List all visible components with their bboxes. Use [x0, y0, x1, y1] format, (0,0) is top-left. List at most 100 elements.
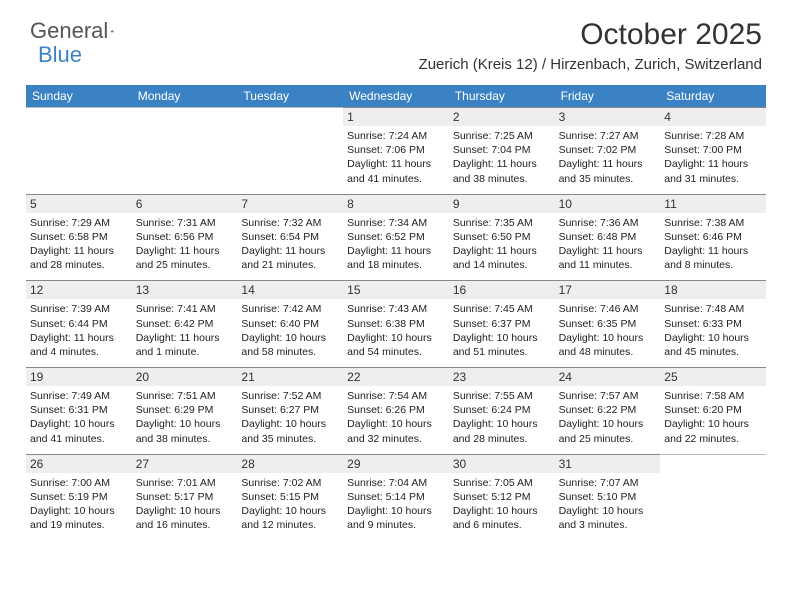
sunset-text: Sunset: 6:20 PM	[664, 403, 762, 417]
day-info: Sunrise: 7:35 AMSunset: 6:50 PMDaylight:…	[453, 216, 551, 273]
day-info: Sunrise: 7:02 AMSunset: 5:15 PMDaylight:…	[241, 476, 339, 533]
sunrise-text: Sunrise: 7:27 AM	[559, 129, 657, 143]
day-number: 26	[26, 454, 132, 473]
daylight-text: Daylight: 10 hours and 28 minutes.	[453, 417, 551, 445]
day-number	[132, 107, 238, 126]
logo-text-general: General	[30, 18, 108, 44]
sunrise-text: Sunrise: 7:57 AM	[559, 389, 657, 403]
day-info: Sunrise: 7:34 AMSunset: 6:52 PMDaylight:…	[347, 216, 445, 273]
day-info: Sunrise: 7:52 AMSunset: 6:27 PMDaylight:…	[241, 389, 339, 446]
week-row: 5Sunrise: 7:29 AMSunset: 6:58 PMDaylight…	[26, 194, 766, 281]
daylight-text: Daylight: 11 hours and 1 minute.	[136, 331, 234, 359]
sunset-text: Sunset: 7:04 PM	[453, 143, 551, 157]
day-cell: 14Sunrise: 7:42 AMSunset: 6:40 PMDayligh…	[237, 280, 343, 367]
day-cell: 19Sunrise: 7:49 AMSunset: 6:31 PMDayligh…	[26, 367, 132, 454]
week-row: 1 Sunrise: 7:24 AMSunset: 7:06 PMDaylight…	[26, 107, 766, 194]
sunrise-text: Sunrise: 7:05 AM	[453, 476, 551, 490]
week-row: 19Sunrise: 7:49 AMSunset: 6:31 PMDayligh…	[26, 367, 766, 454]
day-info: Sunrise: 7:24 AMSunset: 7:06 PMDaylight:…	[347, 129, 445, 186]
sunrise-text: Sunrise: 7:32 AM	[241, 216, 339, 230]
day-cell: 2Sunrise: 7:25 AMSunset: 7:04 PMDaylight…	[449, 107, 555, 194]
day-cell: 29Sunrise: 7:04 AMSunset: 5:14 PMDayligh…	[343, 454, 449, 541]
sunset-text: Sunset: 6:40 PM	[241, 317, 339, 331]
sunrise-text: Sunrise: 7:48 AM	[664, 302, 762, 316]
sunset-text: Sunset: 6:54 PM	[241, 230, 339, 244]
header: General Blue October 2025 Zuerich (Kreis…	[0, 0, 792, 77]
daylight-text: Daylight: 10 hours and 12 minutes.	[241, 504, 339, 532]
sunset-text: Sunset: 6:24 PM	[453, 403, 551, 417]
day-cell: 9Sunrise: 7:35 AMSunset: 6:50 PMDaylight…	[449, 194, 555, 281]
day-number: 15	[343, 280, 449, 299]
day-info: Sunrise: 7:31 AMSunset: 6:56 PMDaylight:…	[136, 216, 234, 273]
day-number: 29	[343, 454, 449, 473]
day-cell: 10Sunrise: 7:36 AMSunset: 6:48 PMDayligh…	[555, 194, 661, 281]
weeks-container: 1 Sunrise: 7:24 AMSunset: 7:06 PMDaylight…	[26, 107, 766, 540]
day-info: Sunrise: 7:38 AMSunset: 6:46 PMDaylight:…	[664, 216, 762, 273]
daylight-text: Daylight: 10 hours and 48 minutes.	[559, 331, 657, 359]
sunrise-text: Sunrise: 7:54 AM	[347, 389, 445, 403]
sunrise-text: Sunrise: 7:25 AM	[453, 129, 551, 143]
day-cell: 18Sunrise: 7:48 AMSunset: 6:33 PMDayligh…	[660, 280, 766, 367]
day-cell: 25Sunrise: 7:58 AMSunset: 6:20 PMDayligh…	[660, 367, 766, 454]
day-cell: 15 Sunrise: 7:43 AMSunset: 6:38 PMDayligh…	[343, 280, 449, 367]
day-cell	[132, 107, 238, 194]
dow-tuesday: Tuesday	[237, 85, 343, 107]
sunrise-text: Sunrise: 7:41 AM	[136, 302, 234, 316]
sunset-text: Sunset: 6:26 PM	[347, 403, 445, 417]
day-number: 13	[132, 280, 238, 299]
daylight-text: Daylight: 11 hours and 28 minutes.	[30, 244, 128, 272]
sunrise-text: Sunrise: 7:28 AM	[664, 129, 762, 143]
sunset-text: Sunset: 6:50 PM	[453, 230, 551, 244]
daylight-text: Daylight: 11 hours and 25 minutes.	[136, 244, 234, 272]
day-info: Sunrise: 7:48 AMSunset: 6:33 PMDaylight:…	[664, 302, 762, 359]
sunrise-text: Sunrise: 7:46 AM	[559, 302, 657, 316]
daylight-text: Daylight: 10 hours and 58 minutes.	[241, 331, 339, 359]
sunrise-text: Sunrise: 7:36 AM	[559, 216, 657, 230]
sunrise-text: Sunrise: 7:43 AM	[347, 302, 445, 316]
day-info: Sunrise: 7:00 AMSunset: 5:19 PMDaylight:…	[30, 476, 128, 533]
day-cell: 21 Sunrise: 7:52 AMSunset: 6:27 PMDayligh…	[237, 367, 343, 454]
day-info: Sunrise: 7:29 AMSunset: 6:58 PMDaylight:…	[30, 216, 128, 273]
day-number	[26, 107, 132, 126]
day-number: 21	[237, 367, 343, 386]
day-number: 14	[237, 280, 343, 299]
day-info: Sunrise: 7:57 AMSunset: 6:22 PMDaylight:…	[559, 389, 657, 446]
dow-saturday: Saturday	[660, 85, 766, 107]
day-cell: 17 Sunrise: 7:46 AMSunset: 6:35 PMDayligh…	[555, 280, 661, 367]
sunset-text: Sunset: 6:42 PM	[136, 317, 234, 331]
sunrise-text: Sunrise: 7:04 AM	[347, 476, 445, 490]
day-cell: 12Sunrise: 7:39 AMSunset: 6:44 PMDayligh…	[26, 280, 132, 367]
day-number: 11	[660, 194, 766, 213]
logo-text-blue: Blue	[38, 42, 82, 68]
day-cell: 26 Sunrise: 7:00 AMSunset: 5:19 PMDayligh…	[26, 454, 132, 541]
sunset-text: Sunset: 7:02 PM	[559, 143, 657, 157]
sunset-text: Sunset: 6:35 PM	[559, 317, 657, 331]
sunrise-text: Sunrise: 7:45 AM	[453, 302, 551, 316]
sunrise-text: Sunrise: 7:58 AM	[664, 389, 762, 403]
week-row: 26 Sunrise: 7:00 AMSunset: 5:19 PMDayligh…	[26, 454, 766, 541]
day-info: Sunrise: 7:39 AMSunset: 6:44 PMDaylight:…	[30, 302, 128, 359]
day-cell: 11 Sunrise: 7:38 AMSunset: 6:46 PMDayligh…	[660, 194, 766, 281]
day-number: 17	[555, 280, 661, 299]
daylight-text: Daylight: 10 hours and 25 minutes.	[559, 417, 657, 445]
week-row: 12Sunrise: 7:39 AMSunset: 6:44 PMDayligh…	[26, 280, 766, 367]
day-cell: 20Sunrise: 7:51 AMSunset: 6:29 PMDayligh…	[132, 367, 238, 454]
day-cell	[660, 454, 766, 541]
day-info: Sunrise: 7:01 AMSunset: 5:17 PMDaylight:…	[136, 476, 234, 533]
day-info: Sunrise: 7:46 AMSunset: 6:35 PMDaylight:…	[559, 302, 657, 359]
sunset-text: Sunset: 7:00 PM	[664, 143, 762, 157]
day-info: Sunrise: 7:43 AMSunset: 6:38 PMDaylight:…	[347, 302, 445, 359]
daylight-text: Daylight: 11 hours and 4 minutes.	[30, 331, 128, 359]
day-number	[237, 107, 343, 126]
day-number: 19	[26, 367, 132, 386]
dow-sunday: Sunday	[26, 85, 132, 107]
day-number: 28	[237, 454, 343, 473]
sunrise-text: Sunrise: 7:51 AM	[136, 389, 234, 403]
sunrise-text: Sunrise: 7:02 AM	[241, 476, 339, 490]
sunset-text: Sunset: 6:22 PM	[559, 403, 657, 417]
dow-thursday: Thursday	[449, 85, 555, 107]
day-number: 25	[660, 367, 766, 386]
day-cell	[237, 107, 343, 194]
day-number: 1	[343, 107, 449, 126]
sunrise-text: Sunrise: 7:52 AM	[241, 389, 339, 403]
